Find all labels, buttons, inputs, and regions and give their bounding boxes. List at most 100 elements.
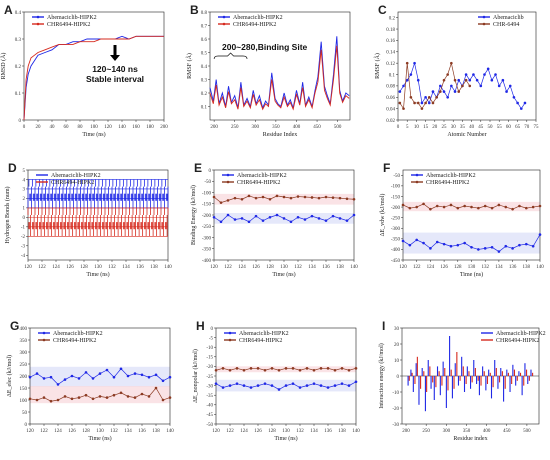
y-tick-label: -25 <box>206 375 213 380</box>
data-point <box>112 375 116 379</box>
bar <box>435 376 437 388</box>
data-point <box>226 199 230 202</box>
x-tick-label: 45 <box>478 125 484 130</box>
y-tick-label: -200 <box>202 214 212 219</box>
bar <box>427 360 429 376</box>
bar <box>526 369 528 376</box>
data-point <box>429 207 432 211</box>
x-tick-label: 250 <box>231 125 239 130</box>
data-point <box>457 90 461 93</box>
data-point <box>463 204 466 208</box>
x-tick-label: 130 <box>282 429 290 434</box>
x-tick-label: 128 <box>454 265 462 270</box>
y-tick-label: -250 <box>202 225 212 230</box>
data-point <box>242 384 246 387</box>
data-point <box>479 84 483 88</box>
y-tick-label: 3 <box>23 188 26 193</box>
x-tick-label: 136 <box>322 265 330 270</box>
bar <box>412 376 414 392</box>
panel-label: G <box>10 319 19 333</box>
bar <box>482 366 484 376</box>
y-tick-label: -200 <box>391 206 401 211</box>
data-point <box>518 243 521 247</box>
legend-marker <box>222 15 226 19</box>
data-point <box>35 372 39 375</box>
x-tick-label: 40 <box>469 125 475 130</box>
data-point <box>453 90 457 93</box>
y-tick-label: 0.1 <box>201 105 208 110</box>
x-tick-label: 65 <box>515 125 521 130</box>
data-point <box>470 205 473 209</box>
x-tick-label: 300 <box>252 125 260 130</box>
x-tick-label: 138 <box>523 265 531 270</box>
panel-label: F <box>383 161 390 175</box>
bar <box>488 369 490 376</box>
x-tick-label: 134 <box>124 429 132 434</box>
data-point <box>147 395 151 398</box>
data-point <box>324 219 328 222</box>
legend-label: CHR6494-HIPK2 <box>237 180 280 186</box>
legend-marker <box>228 338 232 342</box>
x-axis-label: Time (ns) <box>86 271 109 278</box>
x-tick-label: 140 <box>166 429 174 434</box>
y-axis-label: RMSF (Å) <box>185 53 193 79</box>
data-point <box>63 395 67 398</box>
y-tick-label: -150 <box>202 203 212 208</box>
y-axis-label: Interaction energy (kJ/mol) <box>378 343 385 409</box>
y-tick-label: -150 <box>391 195 401 200</box>
x-tick-label: 126 <box>440 265 448 270</box>
x-tick-label: 136 <box>324 429 332 434</box>
bar <box>450 369 452 376</box>
data-point <box>431 90 435 93</box>
y-tick-label: -50 <box>393 174 400 179</box>
data-point <box>256 367 260 370</box>
data-point <box>511 247 514 250</box>
data-point <box>435 240 439 244</box>
annotation-text: Stable interval <box>86 74 144 84</box>
bar <box>497 376 499 389</box>
data-point <box>338 196 342 200</box>
y-tick-label: -1 <box>21 226 26 231</box>
x-tick-label: 180 <box>146 125 154 130</box>
data-point <box>275 194 279 198</box>
bar <box>439 376 441 396</box>
y-axis-label: ΔE_nonpolar (kJ/mol) <box>192 349 199 403</box>
data-point <box>35 398 39 402</box>
data-point <box>415 205 419 209</box>
bar <box>527 376 529 384</box>
bar <box>486 376 489 384</box>
bar <box>500 368 502 376</box>
data-point <box>464 73 468 76</box>
x-tick-label: 130 <box>96 429 104 434</box>
legend-label: CHR6494-HIPK2 <box>239 338 282 344</box>
x-tick-label: 132 <box>481 265 489 270</box>
bar <box>501 371 503 376</box>
data-point <box>56 398 60 402</box>
data-point <box>409 73 413 76</box>
bar <box>483 371 485 376</box>
y-tick-label: 0.1 <box>15 92 22 97</box>
y-axis-label: ΔE_elec (kJ/mol) <box>6 355 13 397</box>
y-tick-label: -50 <box>204 180 211 185</box>
data-point <box>312 368 316 372</box>
data-point <box>168 396 172 399</box>
bar <box>509 376 511 392</box>
data-point <box>475 78 479 82</box>
data-point <box>523 101 527 105</box>
y-tick-label: -400 <box>391 248 401 253</box>
data-point <box>56 383 60 386</box>
y-tick-label: 0.7 <box>201 24 208 29</box>
data-point <box>219 201 223 204</box>
bar <box>423 371 425 376</box>
data-point <box>161 398 165 402</box>
y-tick-label: 0.2 <box>15 65 22 70</box>
bar <box>521 376 523 396</box>
data-point <box>249 367 253 370</box>
legend-label: Abemaciclib-HIPK2 <box>426 173 476 179</box>
data-point <box>504 244 508 248</box>
y-tick-label: -4 <box>21 254 26 259</box>
series-band <box>30 386 170 404</box>
panel-label: H <box>196 319 205 333</box>
panel-f: F 120 122 124 126 128 130 132 134 136 138 140 -450 -4… <box>379 161 544 278</box>
